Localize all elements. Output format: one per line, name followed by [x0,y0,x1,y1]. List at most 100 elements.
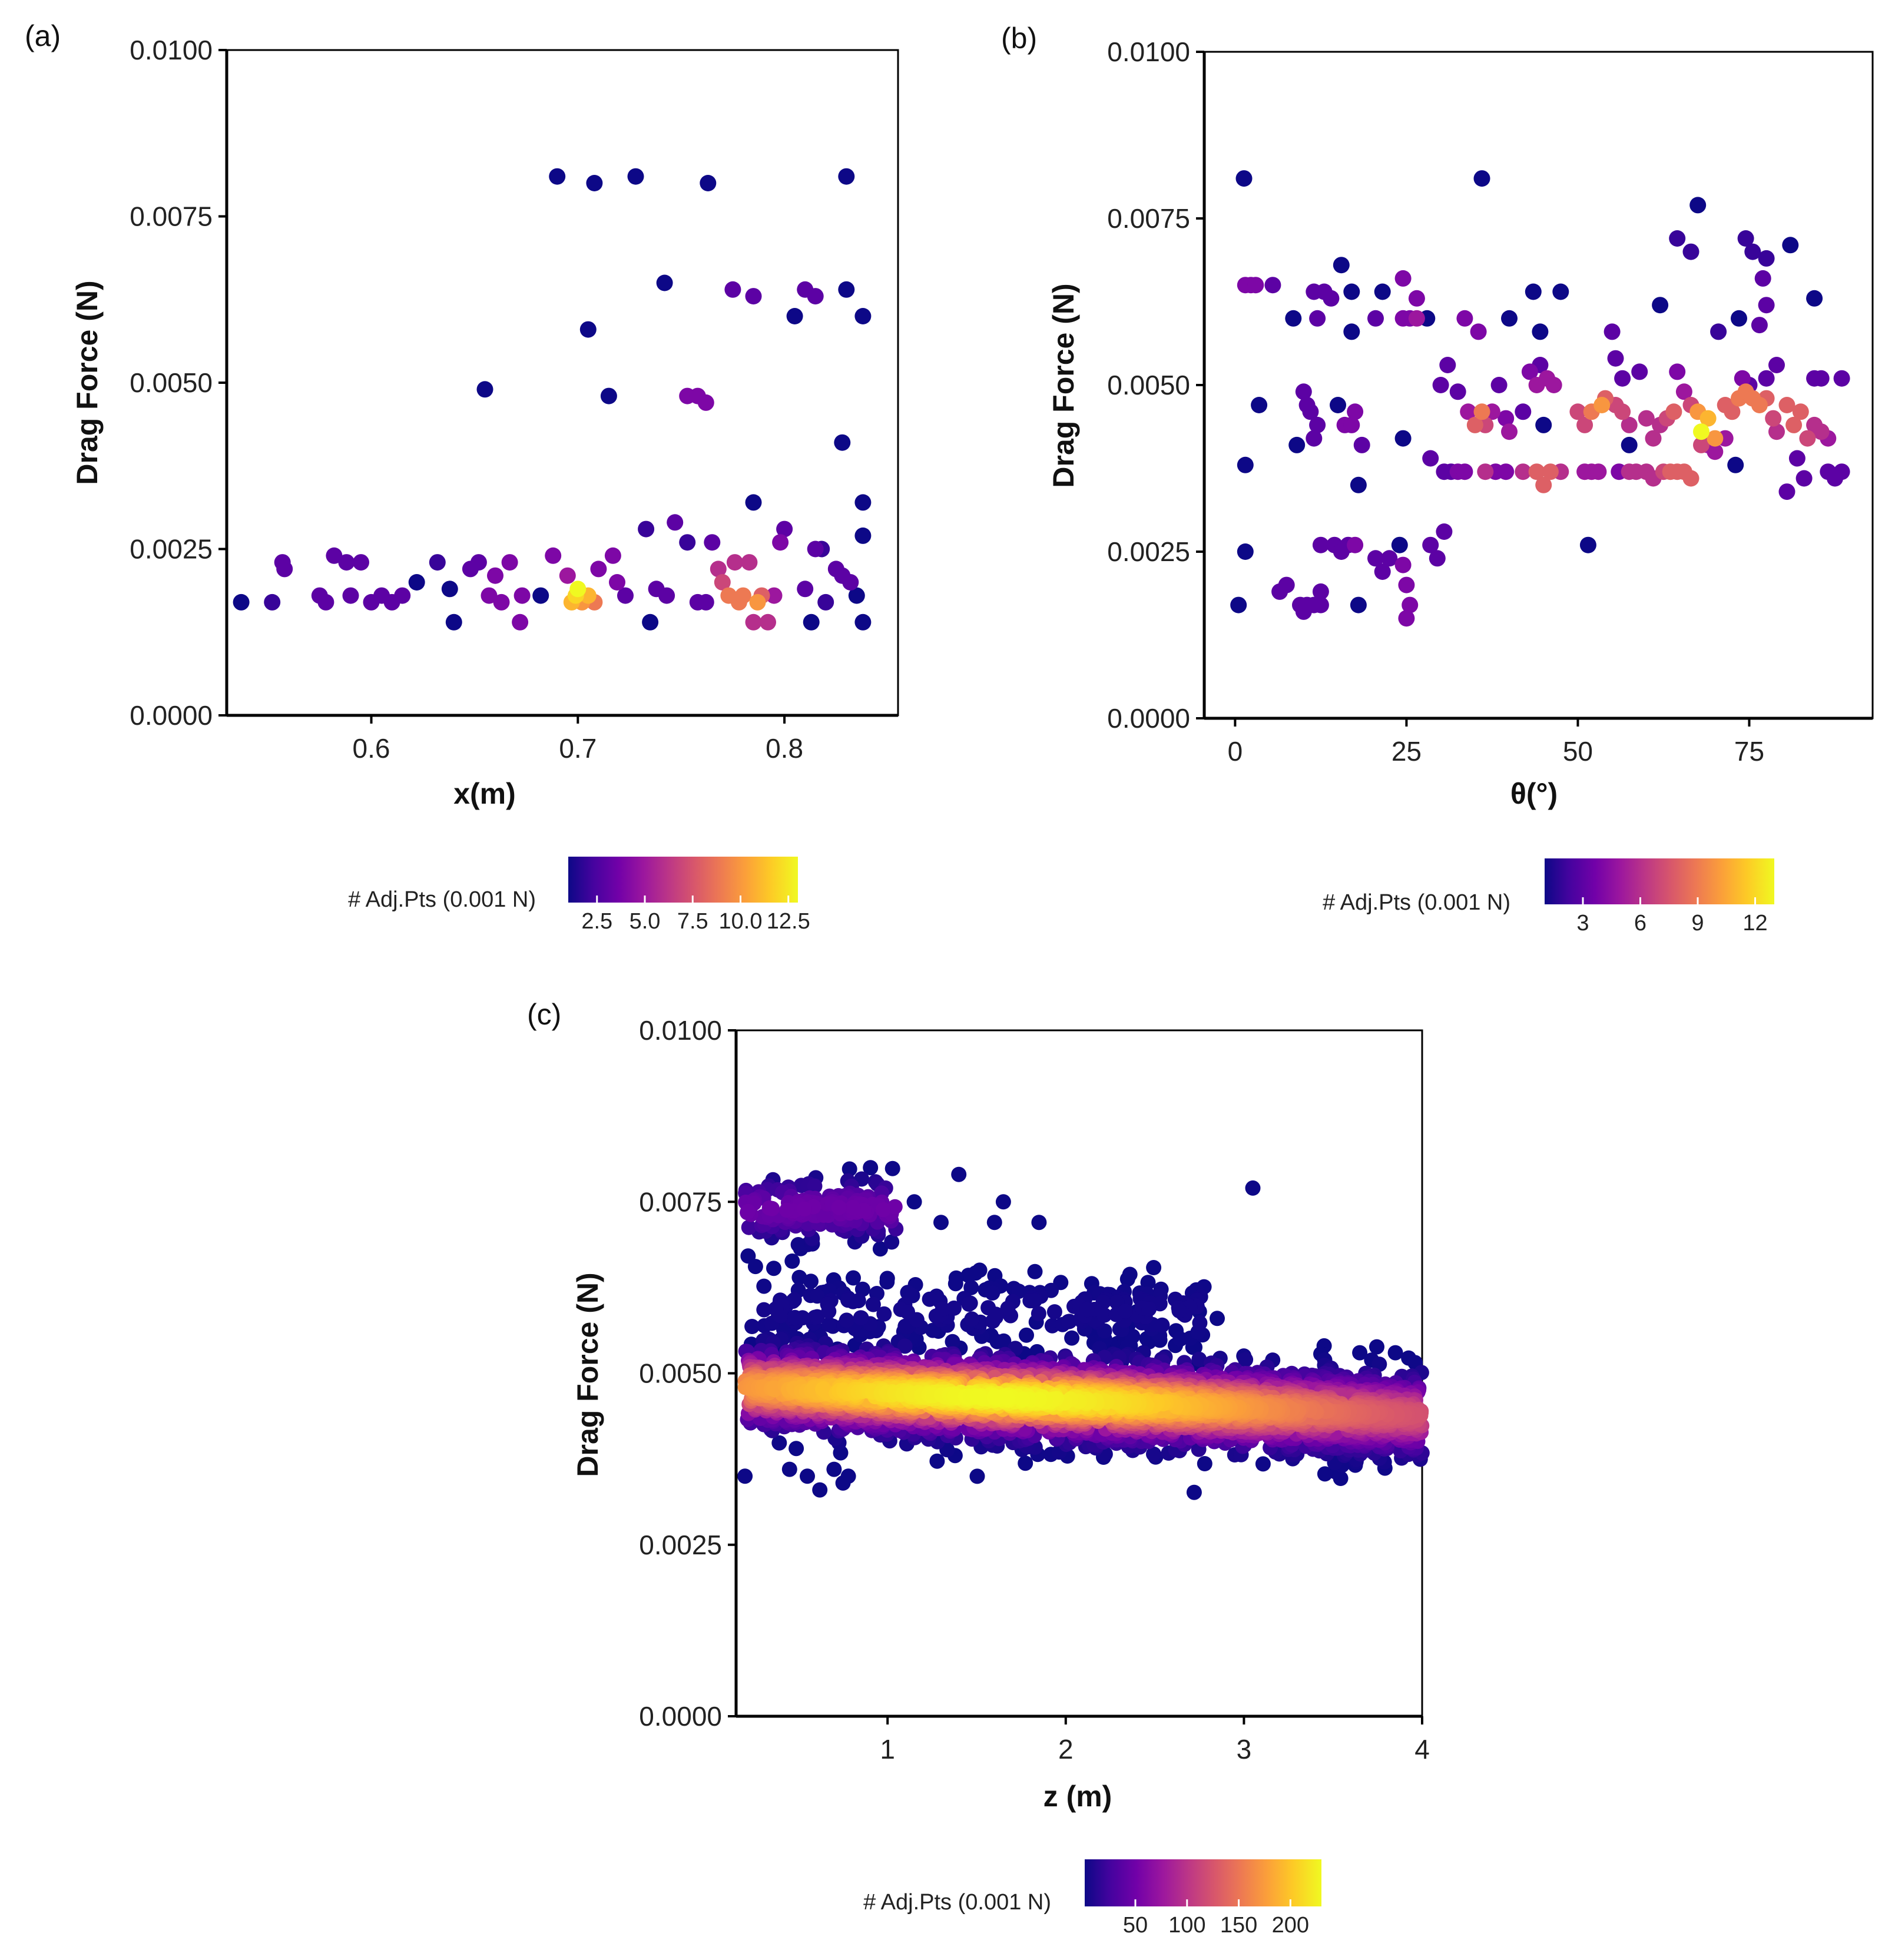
data-point [1590,463,1607,480]
data-point [1031,1215,1047,1231]
legend-ticks-c: 50 100 150 200 [1123,1899,1309,1938]
data-point [1682,470,1699,487]
data-point [846,1270,861,1286]
data-point [1186,1484,1202,1500]
data-point [590,561,607,578]
data-point [1751,317,1768,334]
data-point [1778,397,1795,413]
colorbar-b [1545,858,1774,904]
data-point [1693,423,1710,440]
x-tick-label: 0.6 [353,733,390,764]
legend-tick-label: 12.5 [767,909,810,934]
data-point [1019,1327,1034,1343]
data-point [1593,397,1611,413]
data-point [985,1285,1000,1301]
data-point [1621,436,1638,453]
data-point [766,587,783,604]
data-point [1141,1301,1157,1317]
data-point [854,494,872,511]
panel-a: (a) 0.0000 0.0025 0.0050 0.0075 0.0100 0.6 0.7… [25,19,899,934]
data-point [740,1203,756,1219]
panel-label-b: (b) [1001,22,1037,55]
y-tick-label: 0.0100 [639,1015,722,1046]
y-tick-label: 0.0050 [1107,370,1190,400]
data-point [1343,416,1360,433]
data-point [807,1178,823,1194]
data-point [1535,416,1552,433]
data-point [948,1276,963,1292]
data-point [771,1435,787,1451]
legend-tick-label: 2.5 [581,909,612,934]
data-point [897,1318,913,1334]
legend-tick-label: 12 [1742,911,1767,936]
data-point [1140,1275,1156,1291]
data-point [1737,230,1754,247]
x-tick-label: 2 [1058,1734,1074,1765]
data-point [933,1215,949,1231]
data-point [779,1202,795,1218]
data-point [1288,436,1306,453]
data-point [476,381,493,398]
ticks-c: 0.0000 0.0025 0.0050 0.0075 0.0100 1 2 3 4 [639,1015,1430,1765]
x-axis-title-b: θ(°) [1510,777,1558,810]
data-point [1317,1466,1333,1482]
data-point [1569,403,1586,420]
data-point [1347,403,1364,420]
data-point [1237,543,1254,560]
data-point [1230,596,1247,613]
data-point [1394,556,1412,573]
data-point [1682,243,1699,260]
y-tick-label: 0.0050 [130,367,213,398]
data-point [1192,1315,1208,1331]
data-point [1422,536,1439,553]
data-point [935,1301,950,1317]
data-point [1374,283,1391,300]
data-point [569,581,587,598]
data-point [1754,270,1771,287]
colorbar-a [568,857,798,903]
data-point [1456,463,1473,480]
data-point [734,587,751,604]
data-point [1498,410,1515,427]
data-point [756,1278,772,1294]
data-point [834,434,851,451]
data-point [1449,383,1466,400]
data-point [1833,370,1850,387]
data-point [1806,290,1823,307]
data-point [1645,430,1662,447]
colorbar-legend-c: # Adj.Pts (0.001 N) 50 100 150 200 [863,1859,1321,1938]
data-point [1064,1330,1080,1346]
legend-title-c: # Adj.Pts (0.001 N) [863,1890,1051,1915]
data-point [1579,536,1596,553]
data-point [1833,463,1850,480]
data-point [745,613,762,631]
data-point [800,1468,815,1484]
legend-tick-label: 9 [1691,911,1704,936]
data-point [1466,416,1483,433]
data-point [745,494,762,511]
data-point [1542,463,1559,480]
data-point [487,567,503,584]
y-tick-label: 0.0075 [130,201,213,232]
legend-title-b: # Adj.Pts (0.001 N) [1323,890,1510,915]
data-point [986,1215,1002,1231]
data-point [1026,1293,1042,1309]
legend-tick-label: 200 [1272,1913,1309,1938]
data-point [1367,310,1384,327]
data-point [1525,283,1542,300]
data-point [714,574,731,591]
data-point [1251,397,1268,413]
data-point [951,1166,967,1182]
data-point [900,1304,915,1320]
data-point [697,394,714,411]
data-point [781,1461,797,1477]
data-point [741,554,758,571]
data-point [853,1310,869,1326]
data-point [1278,576,1295,593]
panel-label-a: (a) [25,19,61,52]
data-point [1699,410,1717,427]
data-point [884,1234,900,1250]
data-point [863,1160,879,1176]
y-tick-label: 0.0025 [1107,536,1190,567]
panel-c: (c) 0.0000 0.0025 0.0050 0.0075 0.0100 1 2 3 4 z… [527,998,1430,1938]
